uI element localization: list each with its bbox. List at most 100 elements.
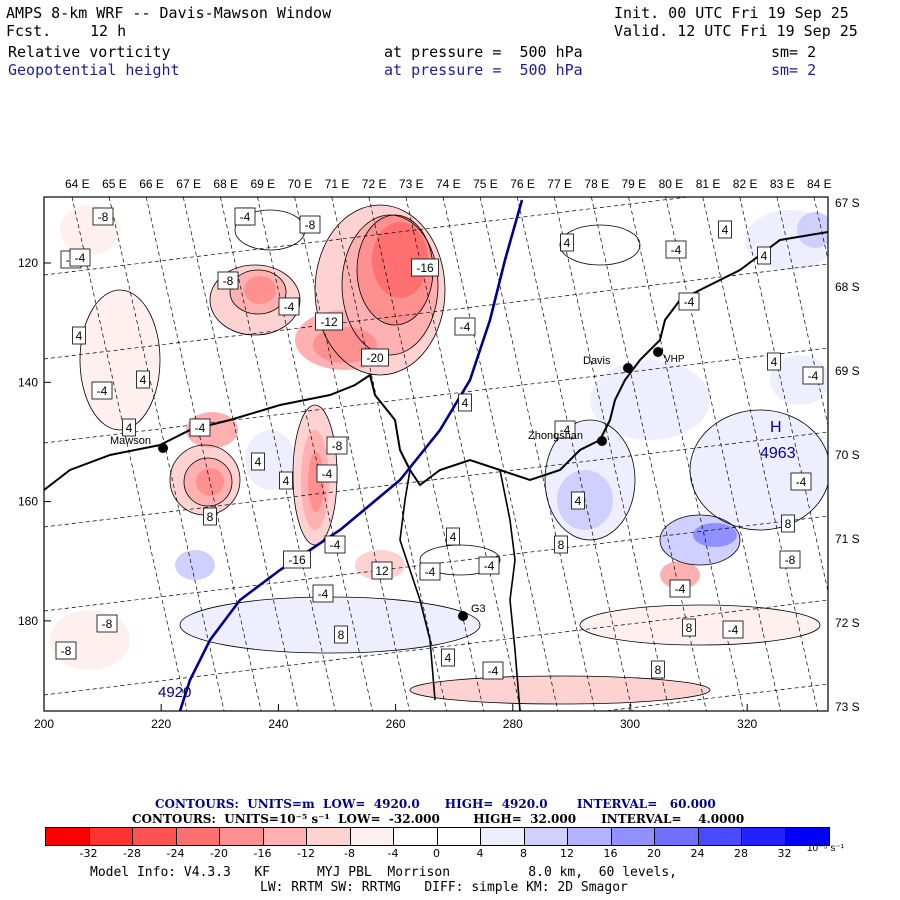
contour-label: 4: [761, 249, 768, 263]
y-tick-label: 160: [18, 495, 38, 509]
contour-label: -8: [332, 439, 343, 453]
contour-label-box: [571, 491, 585, 510]
color-bar-segment: [698, 828, 742, 845]
contour-label-box: [802, 366, 824, 385]
contour-label-box: [299, 215, 321, 234]
contour-label-box: [251, 452, 265, 471]
contour-label: -4: [330, 538, 341, 552]
contour-label-box: [790, 472, 812, 491]
contour-label: -8: [785, 553, 796, 567]
color-bar-segment: [307, 828, 351, 845]
contour-label: 12: [375, 564, 389, 578]
color-bar: [45, 827, 830, 846]
color-bar-segment: [524, 828, 568, 845]
contour-label: -4: [75, 251, 86, 265]
contour-label: -16: [416, 261, 434, 275]
color-bar-tick-label: -16: [253, 847, 272, 860]
field1-name: Relative vorticity: [8, 43, 171, 61]
longitude-label: 74 E: [436, 177, 461, 191]
contour-label-box: [315, 312, 343, 331]
contour-label: 4: [450, 530, 457, 544]
contour-label-box: [189, 418, 211, 437]
y-axis-ticks: 120 140 160 180: [18, 256, 51, 628]
contour-label-box: [446, 527, 460, 546]
height-contour-legend: CONTOURS: UNITS=m LOW= 4920.0 HIGH= 4920…: [155, 797, 716, 811]
contour-label-box: [722, 620, 744, 639]
field2-smoothing: sm= 2: [771, 61, 817, 79]
longitude-label: 70 E: [288, 177, 313, 191]
contour-label-box: [454, 317, 476, 336]
contour-label: -4: [488, 664, 499, 678]
contour-label: -20: [366, 351, 384, 365]
contour-label: -8: [102, 617, 113, 631]
contour-label-box: [234, 207, 256, 226]
contour-label-box: [718, 220, 732, 239]
contour-label: -4: [560, 423, 571, 437]
color-bar-tick-label: 4: [476, 847, 484, 860]
contour-label: 4: [445, 651, 452, 665]
contour-label: 4: [564, 236, 571, 250]
longitude-label: 73 E: [399, 177, 424, 191]
contour-label-box: [217, 271, 239, 290]
color-bar-tick-label: -20: [210, 847, 228, 860]
contour-label-box: [91, 381, 113, 400]
contour-label: 8: [655, 663, 662, 677]
contour-label-box: [678, 292, 700, 311]
contour-label: 4: [140, 373, 147, 387]
contour-label: 4: [575, 494, 582, 508]
x-axis-ticks: 200 220 240 260 280 300 320: [34, 704, 758, 731]
latitude-label: 68 S: [835, 280, 860, 294]
color-bar-units: 10⁻⁵ s⁻¹: [807, 843, 844, 854]
longitude-label: 69 E: [251, 177, 276, 191]
contour-label: -4: [97, 384, 108, 398]
plot-title: AMPS 8-km WRF -- Davis-Mawson Window: [6, 4, 332, 22]
contour-label: -4: [728, 623, 739, 637]
ice-shelf-edge: [399, 469, 436, 701]
latitude-label: 71 S: [835, 532, 860, 546]
contour-label-box: [554, 420, 576, 439]
contour-label-box: [411, 258, 439, 277]
contour-label-box: [278, 297, 300, 316]
contour-label-box: [72, 326, 86, 345]
color-bar-segment: [263, 828, 307, 845]
contour-label: -4: [195, 421, 206, 435]
x-tick-label: 320: [737, 717, 757, 731]
longitude-label: 84 E: [807, 177, 832, 191]
contour-label: 8: [686, 621, 693, 635]
contour-label: -4: [318, 587, 329, 601]
contour-label: 4: [126, 421, 133, 435]
contour-label-box: [371, 561, 393, 580]
contour-label: -16: [288, 553, 306, 567]
station-g3-marker: [458, 611, 468, 621]
station-davis-marker: [623, 363, 633, 373]
contour-label: 4: [722, 223, 729, 237]
contour-label: 4: [462, 396, 469, 410]
station-zhongshan-marker: [597, 436, 607, 446]
longitude-label: 64 E: [65, 177, 90, 191]
color-bar-tick-label: 12: [560, 847, 574, 860]
contour-label: -4: [796, 475, 807, 489]
longitude-label: 66 E: [139, 177, 164, 191]
contour-label-box: [441, 648, 455, 667]
contour-label: -4: [460, 320, 471, 334]
high-value-label: 4963: [760, 445, 796, 462]
contour-label-box: [665, 240, 687, 259]
field1-level: at pressure = 500 hPa: [384, 43, 583, 61]
field2-level: at pressure = 500 hPa: [384, 61, 583, 79]
contour-label: 4: [76, 329, 83, 343]
contour-label: 4: [255, 455, 262, 469]
vorticity-contour-legend: CONTOURS: UNITS=10⁻⁵ s⁻¹ LOW= -32.000 HI…: [132, 812, 745, 826]
longitude-label: 75 E: [473, 177, 498, 191]
color-bar-segment: [481, 828, 525, 845]
contour-label: 4: [283, 474, 290, 488]
contour-label-box: [334, 625, 348, 644]
contour-label-box: [458, 393, 472, 412]
x-tick-label: 200: [34, 717, 54, 731]
latitude-label: 72 S: [835, 616, 860, 630]
contour-label: -8: [223, 274, 234, 288]
station-mawson-label: Mawson: [110, 435, 151, 447]
latitude-label: 70 S: [835, 448, 860, 462]
contour-label-box: [554, 535, 568, 554]
color-bar-segment: [133, 828, 177, 845]
